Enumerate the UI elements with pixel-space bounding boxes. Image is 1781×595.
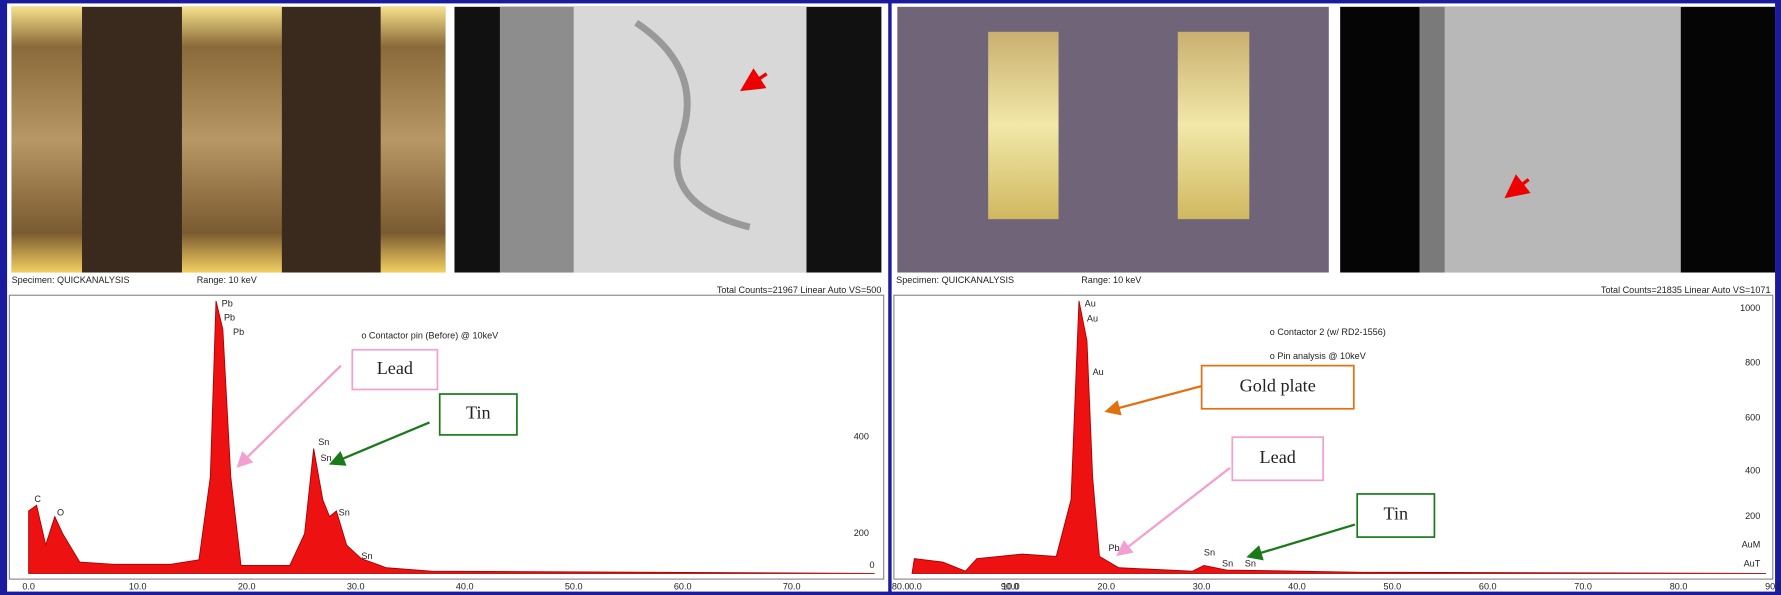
y-tick-label: 200 — [854, 528, 869, 538]
specimen: Specimen: QUICKANALYSIS — [12, 275, 130, 285]
x-tick-label: 20.0 — [238, 581, 256, 591]
y-tick-label: AuT — [1744, 559, 1761, 569]
specimen: Specimen: QUICKANALYSIS — [896, 275, 1014, 285]
total-counts: Total Counts=21967 Linear Auto VS=500 — [717, 285, 882, 295]
x-tick-label: 30.0 — [1193, 581, 1211, 591]
x-tick-label: 0.0 — [22, 581, 35, 591]
y-tick-label: 400 — [1745, 466, 1760, 476]
x-tick-label: 70.0 — [1574, 581, 1592, 591]
peak-label: Pb — [1109, 543, 1120, 553]
peak-label: Pb — [222, 299, 233, 309]
x-tick-label: 20.0 — [1097, 581, 1115, 591]
x-tick-label: 0.0 — [909, 581, 922, 591]
note: o Contactor pin (Before) @ 10keV — [361, 331, 499, 341]
sem-photo — [1340, 7, 1775, 273]
y-tick-label: 800 — [1745, 358, 1760, 368]
peak-label: Sn — [318, 437, 329, 447]
x-tick-label: 60.0 — [674, 581, 692, 591]
y-tick-label: 600 — [1745, 412, 1760, 422]
peak-label: Au — [1093, 367, 1104, 377]
callout: Gold plate — [1240, 375, 1316, 395]
y-tick-label: 0 — [870, 560, 875, 570]
x-tick-label: 40.0 — [456, 581, 474, 591]
x-tick-label: 60.0 — [1479, 581, 1497, 591]
callout: Tin — [466, 403, 491, 423]
optical-photo — [12, 7, 446, 273]
x-tick-label: 40.0 — [1288, 581, 1306, 591]
peak-label: Pb — [224, 312, 235, 322]
peak-label: Sn — [1245, 559, 1256, 569]
peak-label: Au — [1087, 313, 1098, 323]
callout: Lead — [377, 358, 413, 378]
range: Range: 10 keV — [197, 275, 258, 285]
range: Range: 10 keV — [1081, 275, 1142, 285]
optical-photo — [897, 7, 1328, 273]
callout: Lead — [1260, 447, 1296, 467]
peak-label: Au — [1085, 299, 1096, 309]
note: o Pin analysis @ 10keV — [1270, 351, 1367, 361]
peak-label: Sn — [320, 453, 331, 463]
x-tick-label: 70.0 — [783, 581, 801, 591]
x-tick-label: 90.0 — [1765, 581, 1781, 591]
peak-label: Sn — [339, 508, 350, 518]
callout: Tin — [1384, 504, 1409, 524]
x-tick-label: 80.0 — [892, 581, 910, 591]
x-tick-label: 50.0 — [565, 581, 583, 591]
slide: Specimen: QUICKANALYSIS Range: 10 keV Tota… — [0, 0, 1781, 595]
y-tick-label: 1000 — [1740, 303, 1760, 313]
x-tick-label: 80.0 — [1670, 581, 1688, 591]
spectrum-frame — [894, 295, 1773, 579]
y-tick-label: 400 — [854, 432, 869, 442]
page: {"panels": [ {"specimen": "Specimen: QUI… — [0, 0, 1781, 595]
peak-label: C — [34, 494, 41, 504]
peak-label: Sn — [1204, 547, 1215, 557]
y-tick-label: AuM — [1742, 539, 1761, 549]
y-tick-label: 200 — [1745, 511, 1760, 521]
x-tick-label: 10.0 — [129, 581, 147, 591]
x-tick-label: 50.0 — [1384, 581, 1402, 591]
peak-label: Pb — [233, 327, 244, 337]
x-tick-label: 10.0 — [1002, 581, 1020, 591]
sem-photo — [454, 7, 881, 273]
x-tick-label: 30.0 — [347, 581, 365, 591]
peak-label: O — [57, 508, 64, 518]
peak-label: Sn — [1222, 559, 1233, 569]
note: o Contactor 2 (w/ RD2-1556) — [1270, 327, 1386, 337]
total-counts: Total Counts=21835 Linear Auto VS=1071 — [1601, 285, 1771, 295]
peak-label: Sn — [361, 551, 372, 561]
